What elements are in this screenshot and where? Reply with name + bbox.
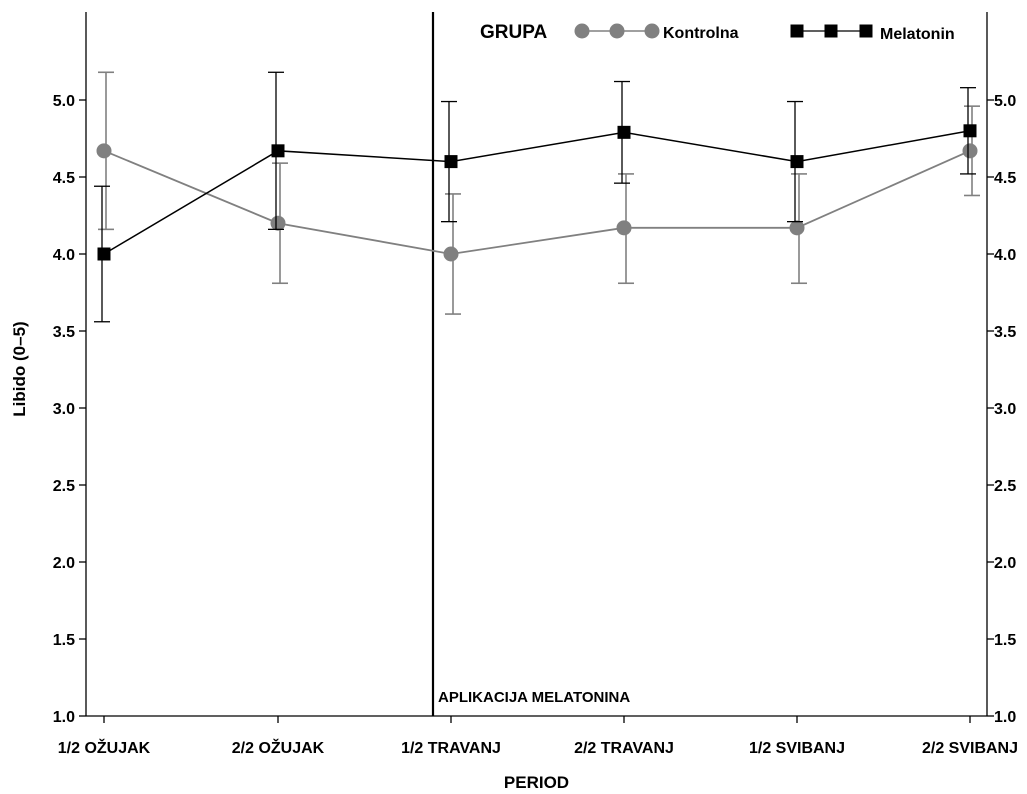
data-point — [963, 124, 977, 138]
legend: GRUPA Kontrolna Melatonin — [480, 22, 955, 43]
y-tick-label: 3.5 — [53, 324, 75, 341]
plot-frame — [85, 12, 988, 717]
y-tick-label: 3.0 — [53, 401, 75, 418]
series-kontrolna — [96, 71, 980, 315]
data-point — [96, 143, 112, 159]
data-point — [443, 246, 459, 262]
legend-marker-melatonin — [824, 24, 838, 38]
y-axis-title: Libido (0–5) — [10, 321, 29, 416]
x-tick-label: 2/2 OŽUJAK — [232, 738, 325, 757]
legend-label-melatonin: Melatonin — [880, 26, 955, 43]
y-tick-label-right: 1.0 — [994, 709, 1016, 726]
legend-title: GRUPA — [480, 22, 547, 43]
data-point — [789, 220, 805, 236]
legend-marker-melatonin — [859, 24, 873, 38]
x-axis-title: PERIOD — [504, 773, 569, 792]
data-point — [790, 155, 804, 169]
y-tick-label-right: 3.0 — [994, 401, 1016, 418]
y-tick-label: 4.5 — [53, 170, 75, 187]
annotation-layer: APLIKACIJA MELATONINA — [431, 12, 630, 716]
series-line — [103, 149, 971, 255]
y-tick-label: 4.0 — [53, 247, 75, 264]
y-tick-label-right: 1.5 — [994, 632, 1016, 649]
data-point — [616, 220, 632, 236]
y-tick-label-right: 4.0 — [994, 247, 1016, 264]
legend-marker-kontrolna — [609, 23, 625, 39]
y-tick-label-right: 2.5 — [994, 478, 1016, 495]
legend-marker-melatonin — [790, 24, 804, 38]
x-tick-label: 1/2 TRAVANJ — [401, 740, 501, 757]
y-tick-label: 1.0 — [53, 709, 75, 726]
series-layer — [94, 71, 980, 323]
y-axis-left: 1.0 1.5 2.0 2.5 3.0 3.5 4.0 4.5 5.0 — [53, 93, 86, 726]
x-tick-label: 1/2 OŽUJAK — [58, 738, 151, 757]
legend-marker-kontrolna — [644, 23, 660, 39]
y-tick-label-right: 4.5 — [994, 170, 1016, 187]
series-melatonin — [94, 71, 977, 323]
x-tick-label: 2/2 TRAVANJ — [574, 740, 674, 757]
data-point — [97, 247, 111, 261]
y-tick-label-right: 5.0 — [994, 93, 1016, 110]
data-point — [270, 215, 286, 231]
data-point — [962, 143, 978, 159]
legend-label-kontrolna: Kontrolna — [663, 25, 739, 42]
y-axis-right: 1.0 1.5 2.0 2.5 3.0 3.5 4.0 4.5 5.0 — [987, 93, 1016, 726]
y-tick-label: 5.0 — [53, 93, 75, 110]
data-point — [617, 125, 631, 139]
y-tick-label: 1.5 — [53, 632, 75, 649]
data-point — [444, 155, 458, 169]
y-tick-label: 2.5 — [53, 478, 75, 495]
data-point — [271, 144, 285, 158]
y-tick-label: 2.0 — [53, 555, 75, 572]
melatonin-application-label: APLIKACIJA MELATONINA — [438, 689, 630, 706]
x-axis: 1/2 OŽUJAK 2/2 OŽUJAK 1/2 TRAVANJ 2/2 TRAVA… — [58, 716, 1018, 757]
series-line — [103, 130, 971, 255]
x-tick-label: 1/2 SVIBANJ — [749, 740, 845, 757]
x-tick-label: 2/2 SVIBANJ — [922, 740, 1018, 757]
y-tick-label-right: 2.0 — [994, 555, 1016, 572]
legend-marker-kontrolna — [574, 23, 590, 39]
y-tick-label-right: 3.5 — [994, 324, 1016, 341]
